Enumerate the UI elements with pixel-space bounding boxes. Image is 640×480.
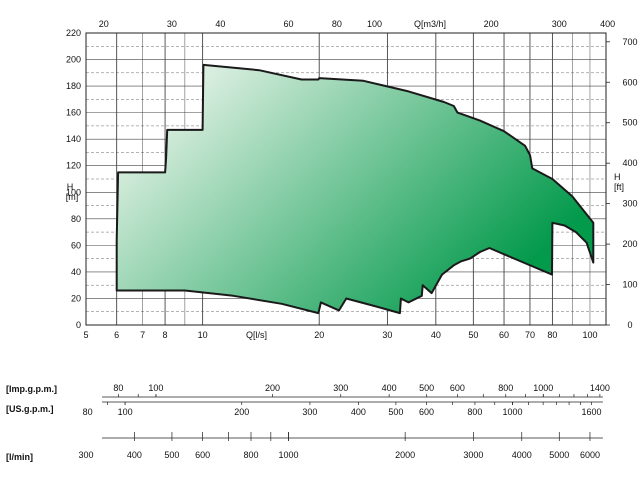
y-left-tick-label: 180 [66, 81, 81, 91]
y-left-tick-label: 160 [66, 108, 81, 118]
top-tick-label: 300 [552, 19, 567, 29]
x-tick-label: 100 [582, 330, 597, 340]
scale-tick-label: 80 [83, 407, 93, 417]
scale-tick-label: 600 [450, 383, 465, 393]
scale-tick-label: 600 [195, 450, 210, 460]
y-left-title-h: H [67, 182, 74, 192]
x-tick-label: 70 [525, 330, 535, 340]
y-right-tick-label: 400 [622, 158, 637, 168]
y-right-tick-label: 200 [622, 239, 637, 249]
scale-tick-label: 400 [351, 407, 366, 417]
y-left-title-unit: [m] [66, 192, 79, 202]
y-right-tick-label: 600 [622, 77, 637, 87]
scale-tick-label: 1400 [590, 383, 610, 393]
y-right-tick-label: 500 [622, 118, 637, 128]
scale-tick-label: 300 [302, 407, 317, 417]
y-right-tick-label: 300 [622, 199, 637, 209]
scale-unit-label: [Imp.g.p.m.] [6, 384, 57, 394]
scale-tick-label: 600 [419, 407, 434, 417]
scale-tick-label: 800 [467, 407, 482, 417]
scale-tick-label: 200 [265, 383, 280, 393]
y-right-tick-label: 100 [622, 280, 637, 290]
envelope-shape [115, 63, 595, 315]
scale-tick-label: 1000 [279, 450, 299, 460]
y-right-title-h: H [614, 172, 621, 182]
top-tick-label: 60 [284, 19, 294, 29]
x-tick-label: 20 [314, 330, 324, 340]
scale-tick-label: 1000 [502, 407, 522, 417]
scale-tick-label: 200 [234, 407, 249, 417]
y-left-tick-label: 200 [66, 55, 81, 65]
top-tick-label: 200 [484, 19, 499, 29]
y-left-tick-label: 0 [76, 320, 81, 330]
top-tick-label: 100 [367, 19, 382, 29]
axis-labels: Q[m3/h] Q[l/s] H [m] H [ft] [66, 19, 624, 340]
scale-tick-label: 2000 [395, 450, 415, 460]
y-left-tick-label: 60 [71, 240, 81, 250]
scale-tick-label: 400 [127, 450, 142, 460]
scale-tick-label: 100 [148, 383, 163, 393]
scale-tick-label: 3000 [463, 450, 483, 460]
scale-tick-label: 300 [333, 383, 348, 393]
scale-tick-label: 500 [164, 450, 179, 460]
scale-tick-label: 500 [419, 383, 434, 393]
y-left-tick-label: 120 [66, 161, 81, 171]
top-tick-label: 20 [99, 19, 109, 29]
y-right-tick-label: 700 [622, 37, 637, 47]
scale-tick-label: 500 [388, 407, 403, 417]
envelope-area [115, 63, 595, 315]
scale-tick-label: 1600 [582, 407, 602, 417]
top-tick-label: 80 [332, 19, 342, 29]
scale-tick-label: 4000 [512, 450, 532, 460]
x-tick-label: 5 [83, 330, 88, 340]
scale-tick-label: 6000 [580, 450, 600, 460]
bottom-conversion-scales: 80 100 200 300 400 500 600 800 1000 1400 [Imp.g.p.… [6, 383, 610, 462]
x-tick-label: 30 [382, 330, 392, 340]
scale-tick-label: 800 [498, 383, 513, 393]
y-right-title-unit: [ft] [614, 182, 624, 192]
y-left-tick-label: 100 [66, 187, 81, 197]
scale-tick-label: 80 [113, 383, 123, 393]
top-axis-title: Q[m3/h] [414, 19, 446, 29]
x-tick-label: 60 [499, 330, 509, 340]
y-left-tick-label: 40 [71, 267, 81, 277]
scale-unit-label: [US.g.p.m.] [6, 404, 54, 414]
x-tick-label: 7 [140, 330, 145, 340]
top-tick-label: 40 [215, 19, 225, 29]
scale-tick-label: 1000 [533, 383, 553, 393]
scale-tick-label: 800 [243, 450, 258, 460]
scale-tick-label: 300 [78, 450, 93, 460]
scale-tick-label: 400 [382, 383, 397, 393]
axes: 0 20 40 60 80 100 120 140 160 180 200 220 0 100 200 300… [66, 19, 638, 340]
x-tick-label: 50 [468, 330, 478, 340]
plot-frame [85, 32, 607, 326]
y-left-tick-label: 20 [71, 293, 81, 303]
x-tick-label: 80 [547, 330, 557, 340]
x-tick-label: 40 [431, 330, 441, 340]
y-right-tick-label: 0 [627, 320, 632, 330]
top-tick-label: 400 [600, 19, 615, 29]
y-left-tick-label: 80 [71, 214, 81, 224]
x-tick-label: 10 [198, 330, 208, 340]
scale-unit-label: [l/min] [6, 452, 33, 462]
x-tick-label: 8 [163, 330, 168, 340]
scale-tick-label: 100 [118, 407, 133, 417]
x-axis-title: Q[l/s] [246, 330, 267, 340]
scale-tick-label: 5000 [549, 450, 569, 460]
x-tick-label: 6 [114, 330, 119, 340]
top-tick-label: 30 [167, 19, 177, 29]
y-left-tick-label: 220 [66, 28, 81, 38]
y-left-tick-label: 140 [66, 134, 81, 144]
